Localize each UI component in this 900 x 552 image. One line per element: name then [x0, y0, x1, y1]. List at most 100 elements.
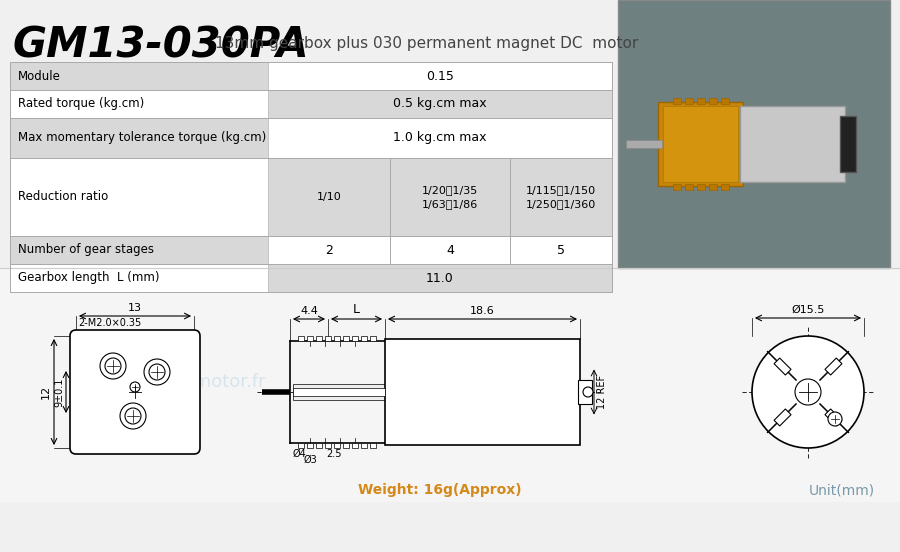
Bar: [685, 184, 693, 190]
Text: Ø3: Ø3: [304, 455, 318, 465]
Bar: [268, 90, 612, 118]
Text: Steppermotor.fr: Steppermotor.fr: [112, 142, 288, 162]
Bar: [361, 336, 367, 341]
Bar: [825, 409, 842, 426]
Circle shape: [795, 379, 821, 405]
Bar: [618, 0, 890, 268]
Bar: [307, 443, 313, 448]
Text: 1/20、1/35
1/63、1/86: 1/20、1/35 1/63、1/86: [422, 184, 478, 209]
Bar: [658, 102, 743, 186]
Text: 4.4: 4.4: [300, 306, 318, 316]
Bar: [673, 98, 681, 104]
Bar: [10, 90, 268, 118]
Text: 13mm gearbox plus 030 permanent magnet DC  motor: 13mm gearbox plus 030 permanent magnet D…: [215, 36, 638, 51]
Bar: [370, 443, 376, 448]
Bar: [721, 98, 729, 104]
Text: 0.15: 0.15: [426, 70, 454, 82]
Bar: [385, 339, 580, 445]
Circle shape: [149, 364, 165, 380]
Text: Rated torque (kg.cm): Rated torque (kg.cm): [18, 98, 144, 110]
Bar: [10, 158, 612, 236]
Bar: [352, 443, 358, 448]
Circle shape: [125, 408, 141, 424]
Text: Module: Module: [18, 70, 61, 82]
Text: Number of gear stages: Number of gear stages: [18, 243, 154, 257]
Circle shape: [144, 359, 170, 385]
Bar: [626, 140, 662, 148]
Text: 12 REF: 12 REF: [597, 375, 607, 409]
Text: 2-M2.0×0.35: 2-M2.0×0.35: [78, 318, 141, 328]
Bar: [10, 62, 268, 90]
Bar: [10, 90, 612, 118]
Circle shape: [828, 412, 842, 426]
Text: 5: 5: [557, 243, 565, 257]
Bar: [709, 184, 717, 190]
Bar: [268, 62, 612, 90]
Bar: [10, 264, 612, 292]
Bar: [578, 380, 592, 404]
Bar: [10, 236, 268, 264]
Bar: [325, 443, 331, 448]
Text: L: L: [353, 303, 360, 316]
Bar: [390, 158, 510, 236]
Bar: [268, 264, 612, 292]
Bar: [663, 106, 738, 182]
Bar: [343, 336, 349, 341]
Bar: [268, 236, 390, 264]
Text: 4: 4: [446, 243, 454, 257]
Text: 1.0 kg.cm max: 1.0 kg.cm max: [393, 131, 487, 145]
Text: GM13-030PA: GM13-030PA: [12, 25, 309, 67]
Bar: [10, 158, 268, 236]
Bar: [316, 443, 322, 448]
Bar: [825, 358, 842, 375]
Text: Reduction ratio: Reduction ratio: [18, 190, 108, 204]
Bar: [10, 118, 612, 158]
Text: 18.6: 18.6: [470, 306, 495, 316]
Bar: [510, 158, 612, 236]
Text: 2: 2: [325, 243, 333, 257]
Bar: [673, 184, 681, 190]
Bar: [334, 336, 340, 341]
Bar: [343, 443, 349, 448]
Bar: [685, 98, 693, 104]
Bar: [307, 336, 313, 341]
Text: 1/115、1/150
1/250、1/360: 1/115、1/150 1/250、1/360: [526, 184, 596, 209]
Bar: [352, 336, 358, 341]
Bar: [293, 384, 385, 400]
Bar: [510, 236, 612, 264]
Circle shape: [120, 403, 146, 429]
Text: Max momentary tolerance torque (kg.cm): Max momentary tolerance torque (kg.cm): [18, 131, 266, 145]
Text: 13: 13: [128, 303, 142, 313]
Bar: [10, 264, 268, 292]
Circle shape: [130, 382, 140, 392]
Text: Ø4: Ø4: [293, 449, 307, 459]
Text: 11.0: 11.0: [426, 272, 454, 284]
Text: Gearbox length  L (mm): Gearbox length L (mm): [18, 272, 159, 284]
Bar: [10, 118, 268, 158]
Bar: [268, 158, 390, 236]
Bar: [370, 336, 376, 341]
Bar: [298, 336, 304, 341]
Text: 1/10: 1/10: [317, 192, 341, 202]
Bar: [316, 336, 322, 341]
Circle shape: [752, 336, 864, 448]
Text: Unit(mm): Unit(mm): [809, 483, 875, 497]
Text: Stepper: Stepper: [441, 185, 539, 209]
Circle shape: [105, 358, 121, 374]
Text: 12: 12: [41, 385, 51, 399]
Bar: [774, 409, 791, 426]
Bar: [0, 268, 900, 502]
Bar: [325, 336, 331, 341]
Bar: [697, 184, 705, 190]
Bar: [709, 98, 717, 104]
Text: Steppermotor.fr: Steppermotor.fr: [123, 373, 266, 391]
Bar: [298, 443, 304, 448]
Bar: [10, 236, 612, 264]
Text: Stepper   Motor.fr: Stepper Motor.fr: [411, 373, 569, 391]
Bar: [697, 98, 705, 104]
Bar: [840, 116, 856, 172]
Text: 0.5 kg.cm max: 0.5 kg.cm max: [393, 98, 487, 110]
Bar: [721, 184, 729, 190]
Circle shape: [583, 387, 593, 397]
Bar: [740, 106, 845, 182]
